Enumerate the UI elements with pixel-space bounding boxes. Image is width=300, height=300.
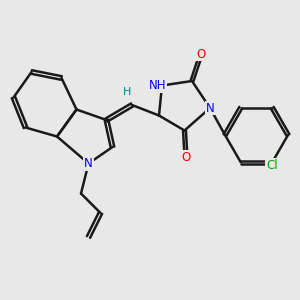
Text: O: O bbox=[196, 47, 206, 61]
Text: H: H bbox=[122, 87, 131, 98]
Text: N: N bbox=[84, 157, 93, 170]
Text: O: O bbox=[182, 151, 190, 164]
Text: N: N bbox=[206, 101, 214, 115]
Text: NH: NH bbox=[149, 79, 166, 92]
Text: Cl: Cl bbox=[266, 159, 278, 172]
